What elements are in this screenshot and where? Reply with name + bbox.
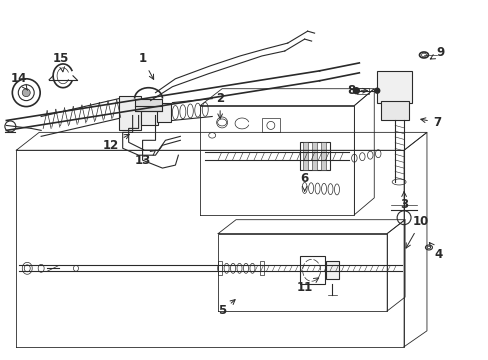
Text: 1: 1 — [138, 53, 153, 79]
Text: 13: 13 — [134, 150, 156, 167]
Bar — [260, 261, 264, 275]
Text: 2: 2 — [216, 92, 224, 118]
Bar — [325, 261, 339, 279]
Text: 5: 5 — [218, 300, 235, 318]
Circle shape — [374, 88, 379, 93]
Bar — [299, 256, 324, 284]
Bar — [376, 71, 411, 103]
Text: 14: 14 — [11, 72, 27, 90]
Text: 4: 4 — [428, 243, 442, 261]
Circle shape — [353, 88, 359, 94]
Bar — [134, 99, 162, 111]
Circle shape — [18, 85, 34, 100]
Text: 15: 15 — [53, 53, 69, 72]
Bar — [156, 103, 171, 122]
Text: 7: 7 — [420, 116, 440, 129]
Text: 3: 3 — [399, 192, 407, 211]
Text: 9: 9 — [429, 46, 444, 59]
Text: 11: 11 — [296, 278, 318, 294]
Text: 10: 10 — [405, 215, 428, 248]
Bar — [381, 100, 408, 121]
Bar — [320, 142, 325, 170]
Text: 12: 12 — [102, 134, 129, 152]
Bar — [262, 118, 279, 132]
Bar — [357, 88, 368, 94]
Bar — [302, 142, 307, 170]
Circle shape — [12, 79, 40, 107]
Bar — [218, 261, 222, 275]
Bar — [299, 142, 329, 170]
Text: 8: 8 — [346, 84, 366, 97]
Bar — [119, 96, 141, 130]
Bar — [141, 100, 158, 125]
Text: 6: 6 — [300, 171, 308, 191]
Circle shape — [22, 89, 30, 96]
Bar — [311, 142, 316, 170]
